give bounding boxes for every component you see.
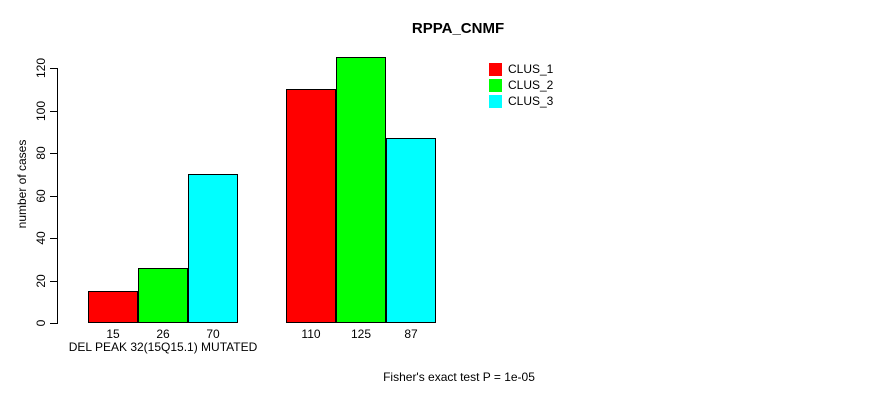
bar-clus_3 [188,174,238,323]
bar-value-label: 87 [404,327,418,341]
bar-clus_1 [88,291,138,323]
y-axis-tick-label: 120 [34,57,48,79]
y-axis-tick [50,281,57,282]
y-axis-tick [50,196,57,197]
legend-label: CLUS_3 [508,94,554,108]
legend-label: CLUS_1 [508,62,554,76]
bar-value-label: 110 [301,327,321,341]
y-axis-label: number of cases [15,139,29,229]
bar-clus_2 [138,268,188,323]
y-axis-tick-label: 80 [34,146,48,160]
y-axis-tick [50,111,57,112]
bar-value-label: 15 [106,327,120,341]
bar-clus_1 [286,89,336,323]
y-axis-tick [50,68,57,69]
bar-clus_3 [386,138,436,323]
y-axis-tick-label: 0 [34,319,48,327]
y-axis-tick-label: 20 [34,274,48,288]
y-axis-tick-label: 100 [34,100,48,122]
y-axis-tick [50,238,57,239]
legend-item: CLUS_1 [489,63,553,76]
legend-swatch-icon [489,95,502,108]
bar-value-label: 70 [206,327,220,341]
group-label: DEL PEAK 32(15Q15.1) MUTATED [68,340,258,354]
legend-item: CLUS_2 [489,79,553,92]
bar-value-label: 125 [350,327,372,341]
bar-value-label: 26 [156,327,170,341]
chart-title: RPPA_CNMF [411,20,505,37]
bar-clus_2 [336,57,386,323]
legend-item: CLUS_3 [489,95,553,108]
legend: CLUS_1 CLUS_2 CLUS_3 [489,63,553,111]
y-axis-line [57,68,58,324]
legend-label: CLUS_2 [508,78,554,92]
y-axis-tick [50,153,57,154]
y-axis-tick [50,323,57,324]
y-axis-tick-label: 60 [34,189,48,203]
legend-swatch-icon [489,63,502,76]
legend-swatch-icon [489,79,502,92]
y-axis-tick-label: 40 [34,231,48,245]
footnote: Fisher's exact test P = 1e-05 [383,370,535,384]
